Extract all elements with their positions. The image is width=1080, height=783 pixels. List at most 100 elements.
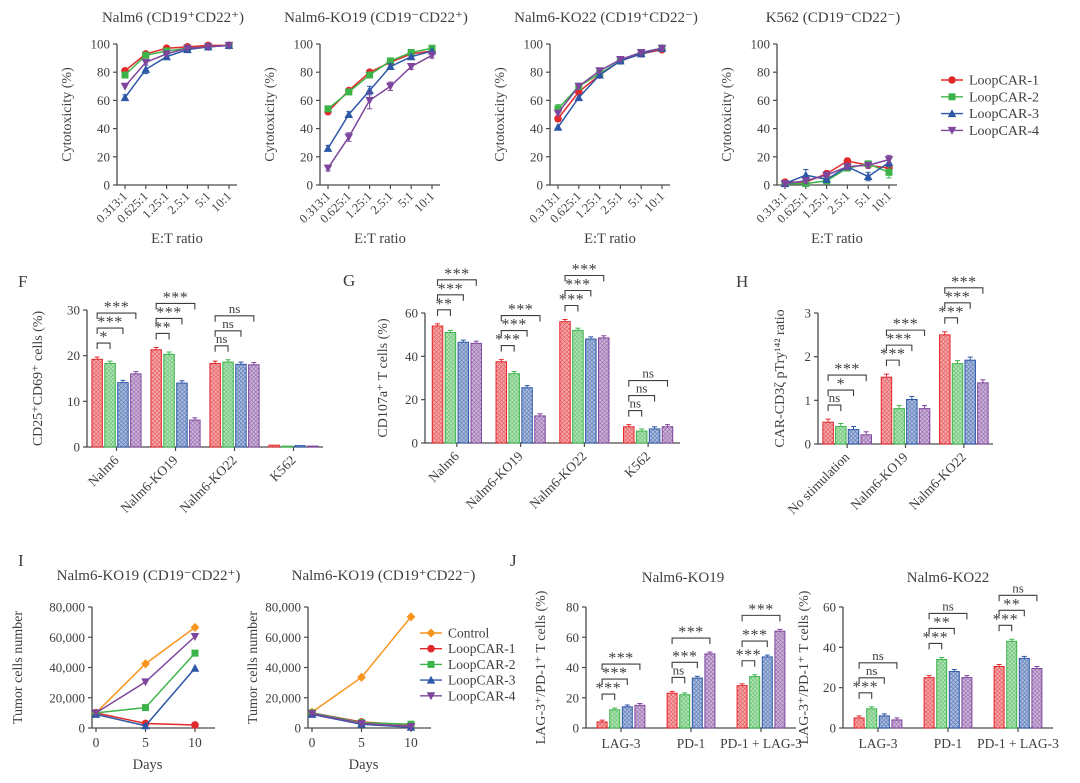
svg-text:Nalm6-KO19: Nalm6-KO19 xyxy=(118,452,181,515)
svg-text:5: 5 xyxy=(142,735,149,750)
svg-text:ns: ns xyxy=(866,663,878,678)
svg-text:60: 60 xyxy=(823,600,836,615)
chart-title: Nalm6-KO19 (CD19⁻CD22⁺) xyxy=(57,568,241,584)
svg-text:Nalm6-KO19: Nalm6-KO19 xyxy=(848,449,911,512)
legend-item-control: Control xyxy=(420,626,490,641)
svg-text:LoopCAR-4: LoopCAR-4 xyxy=(969,124,1039,139)
series-loopcar-3 xyxy=(553,43,667,131)
y-axis-label: Tumor cells number xyxy=(246,611,261,724)
chart-title: Nalm6-KO19 xyxy=(642,570,725,586)
svg-text:100: 100 xyxy=(294,37,314,52)
legend-item-loopcar-3: LoopCAR-3 xyxy=(941,107,1039,122)
y-axis-label: Cytotoxicity (%) xyxy=(720,67,735,162)
series-loopcar-4 xyxy=(860,379,989,445)
svg-text:0: 0 xyxy=(295,721,302,736)
y-axis-label: LAG-3⁺/PD-1⁺ T cells (%) xyxy=(797,590,812,744)
x-axis-label: E:T ratio xyxy=(584,231,636,247)
svg-text:***: *** xyxy=(559,292,585,309)
svg-text:60,000: 60,000 xyxy=(265,630,301,645)
svg-text:20: 20 xyxy=(97,149,110,164)
svg-text:5: 5 xyxy=(358,735,365,750)
svg-text:***: *** xyxy=(945,289,971,306)
svg-text:***: *** xyxy=(880,346,906,363)
x-axis: LAG-3 PD-1 PD-1 + LAG-3 xyxy=(859,728,1059,751)
svg-text:LoopCAR-4: LoopCAR-4 xyxy=(448,688,516,703)
svg-text:***: *** xyxy=(156,304,182,321)
svg-text:Nalm6: Nalm6 xyxy=(85,452,122,489)
series-loopcar-2 xyxy=(835,360,964,445)
svg-text:60: 60 xyxy=(566,630,579,645)
svg-text:***: *** xyxy=(678,624,704,641)
svg-text:0: 0 xyxy=(309,735,316,750)
svg-text:LoopCAR-2: LoopCAR-2 xyxy=(969,90,1039,105)
svg-text:ns: ns xyxy=(673,662,685,677)
svg-text:K562: K562 xyxy=(621,449,653,481)
series-loopcar-1 xyxy=(853,663,1005,729)
svg-text:40,000: 40,000 xyxy=(265,660,301,675)
svg-text:10: 10 xyxy=(188,735,202,750)
svg-text:***: *** xyxy=(444,266,470,283)
series-loopcar-3 xyxy=(457,336,661,444)
y-axis: 0 20 40 60 80 100 xyxy=(91,37,117,193)
svg-text:0: 0 xyxy=(764,178,771,193)
series-loopcar-1 xyxy=(91,346,280,448)
svg-text:***: *** xyxy=(893,316,919,333)
svg-text:***: *** xyxy=(886,331,912,348)
series-loopcar-3 xyxy=(847,356,976,445)
significance-brackets: ********* xyxy=(596,650,641,701)
svg-text:40: 40 xyxy=(97,121,110,136)
svg-text:20,000: 20,000 xyxy=(49,690,85,705)
svg-text:2.5:1: 2.5:1 xyxy=(825,189,853,217)
svg-text:***: *** xyxy=(602,665,628,682)
svg-text:60: 60 xyxy=(300,93,313,108)
chart-title: Nalm6-KO22 xyxy=(907,570,990,586)
svg-text:80: 80 xyxy=(97,65,110,80)
svg-text:**: ** xyxy=(435,296,452,313)
significance-brackets: *****ns xyxy=(923,598,968,650)
legend-item-loopcar-3: LoopCAR-3 xyxy=(420,673,516,688)
chart-lag3-pd1-nalm6-ko19: 0 20 40 60 80 LAG-3⁺/PD-1⁺ T cells (%) Nalm6-K… xyxy=(534,570,802,751)
legend-tumor-growth: ControlLoopCAR-1LoopCAR-2LoopCAR-3LoopCA… xyxy=(420,626,516,703)
x-axis: 0.313:10.625:11.25:12.5:1 5:110:1 xyxy=(526,185,667,226)
series-loopcar-2 xyxy=(104,351,293,448)
svg-text:10:1: 10:1 xyxy=(208,189,234,215)
legend-item-loopcar-4: LoopCAR-4 xyxy=(941,124,1039,139)
svg-text:2: 2 xyxy=(805,349,812,364)
svg-text:***: *** xyxy=(508,302,534,319)
legend-item-loopcar-2: LoopCAR-2 xyxy=(420,657,516,672)
panel-letter-i: I xyxy=(18,551,24,570)
y-axis: 0 20 40 60 xyxy=(405,306,425,451)
chart-cd107a-degranulation: 0 20 40 60 CD107a⁺ T cells (%) Nalm6 Nalm6-KO1… xyxy=(376,262,680,512)
y-axis: 0 20 40 60 80 xyxy=(566,600,586,736)
svg-text:0: 0 xyxy=(537,178,544,193)
svg-text:10:1: 10:1 xyxy=(641,189,667,215)
svg-text:LAG-3: LAG-3 xyxy=(859,736,898,751)
svg-text:20: 20 xyxy=(530,149,543,164)
x-axis: 0.313:10.625:11.25:12.5:1 5:110:1 xyxy=(93,185,234,226)
legend-item-loopcar-2: LoopCAR-2 xyxy=(941,90,1039,105)
y-axis-label: Cytotoxicity (%) xyxy=(60,67,75,162)
svg-text:*: * xyxy=(837,376,846,393)
significance-brackets: ********* xyxy=(938,274,984,324)
svg-text:ns: ns xyxy=(872,648,884,663)
x-axis-label: Days xyxy=(133,757,163,773)
svg-text:ns: ns xyxy=(1012,580,1024,595)
y-axis-label: CD25⁺CD69⁺ cells (%) xyxy=(31,311,46,447)
svg-text:Nalm6-KO22: Nalm6-KO22 xyxy=(177,453,240,516)
svg-text:80: 80 xyxy=(566,600,579,615)
significance-brackets: ******** xyxy=(435,266,477,316)
svg-text:20: 20 xyxy=(300,149,313,164)
svg-text:100: 100 xyxy=(524,37,544,52)
series-loopcar-4 xyxy=(91,632,200,718)
svg-text:ns: ns xyxy=(636,381,648,396)
panel-letter-h: H xyxy=(736,272,749,291)
series-loopcar-1 xyxy=(324,47,436,116)
svg-text:Nalm6: Nalm6 xyxy=(425,448,462,485)
